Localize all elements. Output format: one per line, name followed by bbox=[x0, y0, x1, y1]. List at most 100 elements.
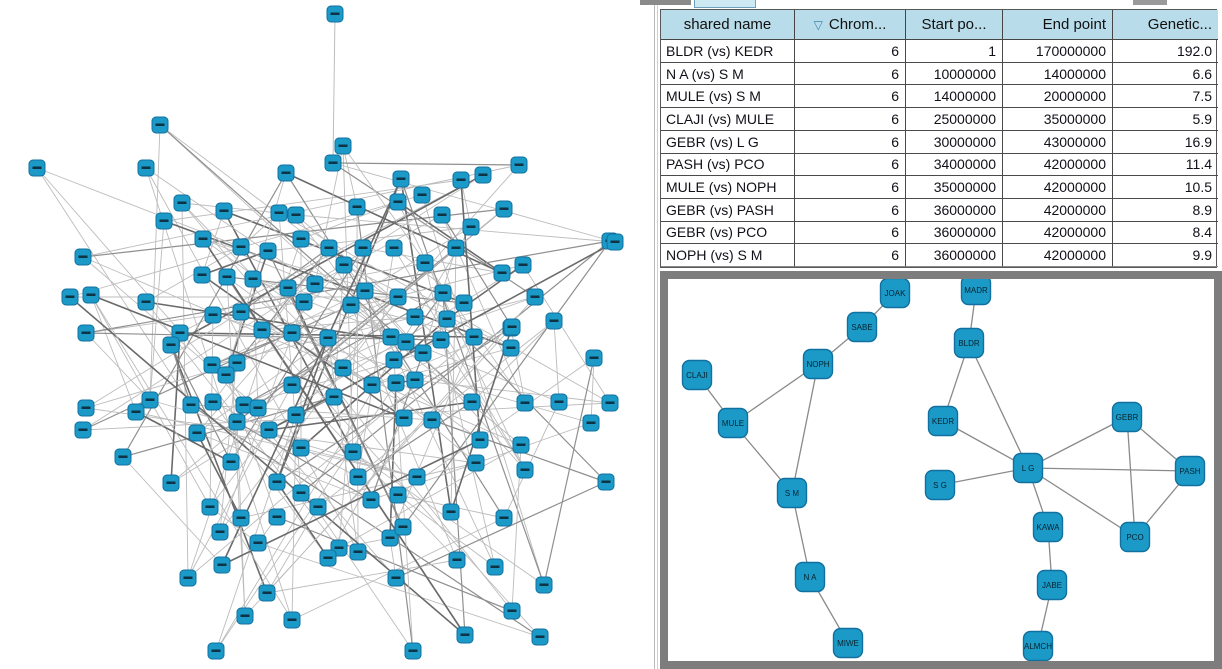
network-node-shape[interactable] bbox=[794, 561, 826, 593]
network-node-claji[interactable]: CLAJI bbox=[681, 359, 713, 391]
column-header-4[interactable]: Genetic... bbox=[1113, 10, 1218, 40]
hairball-node[interactable] bbox=[381, 529, 399, 547]
hairball-node[interactable] bbox=[279, 279, 297, 297]
column-header-2[interactable]: Start po... bbox=[906, 10, 1003, 40]
hairball-node[interactable] bbox=[287, 406, 305, 424]
hairball-node[interactable] bbox=[438, 310, 456, 328]
hairball-node[interactable] bbox=[268, 473, 286, 491]
hairball-node[interactable] bbox=[319, 549, 337, 567]
hairball-node[interactable] bbox=[211, 523, 229, 541]
network-node-shape[interactable] bbox=[717, 407, 749, 439]
hairball-node[interactable] bbox=[394, 518, 412, 536]
hairball-node[interactable] bbox=[325, 388, 343, 406]
hairball-node[interactable] bbox=[319, 329, 337, 347]
table-row[interactable]: CLAJI (vs) MULE 6 25000000 35000000 5.9 bbox=[661, 108, 1218, 131]
hairball-node[interactable] bbox=[244, 270, 262, 288]
network-node-miwe[interactable]: MIWE bbox=[832, 627, 864, 659]
hairball-node[interactable] bbox=[385, 351, 403, 369]
hairball-node[interactable] bbox=[550, 393, 568, 411]
hairball-node[interactable] bbox=[392, 170, 410, 188]
hairball-node[interactable] bbox=[277, 164, 295, 182]
hairball-node[interactable] bbox=[203, 356, 221, 374]
hairball-node[interactable] bbox=[74, 421, 92, 439]
hairball-node[interactable] bbox=[503, 602, 521, 620]
network-node-n-a[interactable]: N A bbox=[794, 561, 826, 593]
network-node-shape[interactable] bbox=[1174, 455, 1206, 487]
hairball-node[interactable] bbox=[324, 154, 342, 172]
hairball-node[interactable] bbox=[201, 498, 219, 516]
hairball-node[interactable] bbox=[389, 193, 407, 211]
hairball-node[interactable] bbox=[406, 371, 424, 389]
network-node-kedr[interactable]: KEDR bbox=[927, 405, 959, 437]
hairball-node[interactable] bbox=[362, 491, 380, 509]
hairball-node[interactable] bbox=[585, 349, 603, 367]
table-row[interactable]: GEBR (vs) L G 6 30000000 43000000 16.9 bbox=[661, 130, 1218, 154]
hairball-node[interactable] bbox=[382, 328, 400, 346]
network-node-shape[interactable] bbox=[681, 359, 713, 391]
hairball-node[interactable] bbox=[433, 206, 451, 224]
network-node-joak[interactable]: JOAK bbox=[879, 279, 911, 309]
hairball-node[interactable] bbox=[408, 468, 426, 486]
hairball-node[interactable] bbox=[77, 324, 95, 342]
hairball-node[interactable] bbox=[606, 233, 624, 251]
table-row[interactable]: NOPH (vs) S M 6 36000000 42000000 9.9 bbox=[661, 244, 1218, 268]
network-node-shape[interactable] bbox=[927, 405, 959, 437]
hairball-node[interactable] bbox=[387, 374, 405, 392]
hairball-node[interactable] bbox=[74, 248, 92, 266]
hairball-node[interactable] bbox=[414, 344, 432, 362]
hairball-node[interactable] bbox=[320, 239, 338, 257]
hairball-node[interactable] bbox=[447, 239, 465, 257]
hairball-node[interactable] bbox=[222, 453, 240, 471]
hairball-node[interactable] bbox=[326, 5, 344, 23]
hairball-node[interactable] bbox=[486, 558, 504, 576]
hairball-node[interactable] bbox=[416, 254, 434, 272]
column-header-0[interactable]: shared name bbox=[661, 10, 795, 40]
hairball-node[interactable] bbox=[387, 569, 405, 587]
hairball-node[interactable] bbox=[82, 286, 100, 304]
table-row[interactable]: MULE (vs) S M 6 14000000 20000000 7.5 bbox=[661, 85, 1218, 109]
hairball-node[interactable] bbox=[356, 282, 374, 300]
hairball-node[interactable] bbox=[404, 642, 422, 660]
hairball-node[interactable] bbox=[471, 431, 489, 449]
hairball-node[interactable] bbox=[194, 230, 212, 248]
hairball-node[interactable] bbox=[162, 474, 180, 492]
hairball-node[interactable] bbox=[354, 239, 372, 257]
hairball-node[interactable] bbox=[495, 200, 513, 218]
hairball-node[interactable] bbox=[259, 242, 277, 260]
network-node-shape[interactable] bbox=[1119, 521, 1151, 553]
hairball-node[interactable] bbox=[114, 448, 132, 466]
network-node-shape[interactable] bbox=[1032, 511, 1064, 543]
hairball-node[interactable] bbox=[182, 396, 200, 414]
hairball-node[interactable] bbox=[334, 359, 352, 377]
network-node-shape[interactable] bbox=[879, 279, 911, 309]
hairball-node[interactable] bbox=[249, 399, 267, 417]
network-node-gebr[interactable]: GEBR bbox=[1111, 401, 1143, 433]
hairball-node[interactable] bbox=[268, 508, 286, 526]
hairball-node[interactable] bbox=[292, 484, 310, 502]
hairball-node[interactable] bbox=[204, 393, 222, 411]
hairball-node[interactable] bbox=[335, 256, 353, 274]
network-node-madr[interactable]: MADR bbox=[960, 279, 992, 306]
hairball-node[interactable] bbox=[306, 275, 324, 293]
subnetwork-canvas[interactable]: JOAK MADR SABE BLDR NOPH CLAJI MULE KEDR GEBR L G… bbox=[668, 279, 1214, 661]
hairball-node[interactable] bbox=[535, 576, 553, 594]
hairball-node[interactable] bbox=[512, 436, 530, 454]
network-node-shape[interactable] bbox=[846, 311, 878, 343]
hairball-node[interactable] bbox=[545, 312, 563, 330]
hairball-node[interactable] bbox=[155, 212, 173, 230]
hairball-node[interactable] bbox=[193, 266, 211, 284]
hairball-node[interactable] bbox=[510, 156, 528, 174]
hairball-node[interactable] bbox=[309, 498, 327, 516]
table-row[interactable]: MULE (vs) NOPH 6 35000000 42000000 10.5 bbox=[661, 176, 1218, 199]
hairball-node[interactable] bbox=[260, 421, 278, 439]
network-node-shape[interactable] bbox=[953, 327, 985, 359]
hairball-node[interactable] bbox=[228, 354, 246, 372]
hairball-node[interactable] bbox=[207, 642, 225, 660]
network-node-shape[interactable] bbox=[924, 469, 956, 501]
hairball-node[interactable] bbox=[597, 473, 615, 491]
hairball-node[interactable] bbox=[236, 607, 254, 625]
hairball-node[interactable] bbox=[295, 293, 313, 311]
table-row[interactable]: BLDR (vs) KEDR 6 1 170000000 192.0 bbox=[661, 40, 1218, 63]
column-header-1[interactable]: ▽ Chrom... bbox=[795, 10, 906, 40]
hairball-node[interactable] bbox=[188, 424, 206, 442]
